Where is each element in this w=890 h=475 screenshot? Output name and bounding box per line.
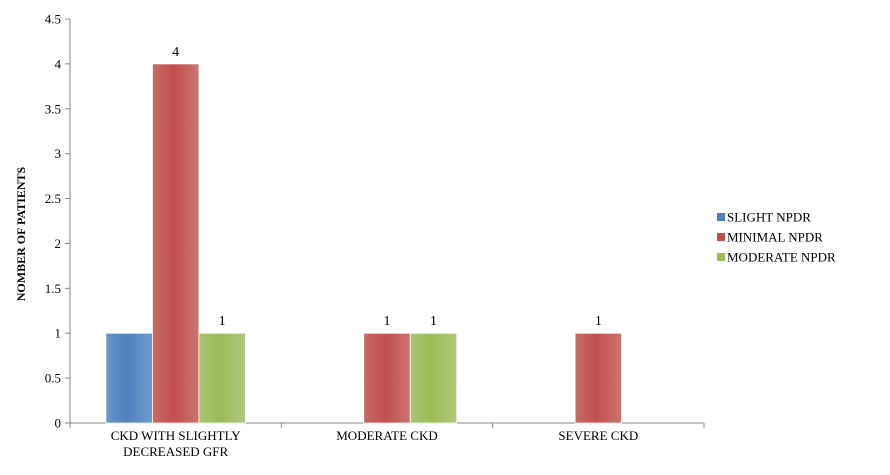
x-category-label: MODERATE CKD: [336, 428, 437, 443]
legend-swatch: [717, 253, 725, 261]
chart-legend: SLIGHT NPDR MINIMAL NPDR MODERATE NPDR: [717, 210, 836, 265]
chart-axes: 0 0.5 1 1.5 2 2.5 3 3.5 4 4.5 CKD WITH SLIGHTLY DEC…: [45, 12, 705, 459]
legend-swatch: [717, 233, 725, 241]
bar-data-label: 1: [595, 314, 602, 329]
legend-label: SLIGHT NPDR: [727, 210, 811, 225]
legend-label: MINIMAL NPDR: [727, 230, 823, 245]
y-tick-label: 1.5: [45, 281, 61, 296]
bar-data-label: 1: [219, 314, 226, 329]
bar-data-label: 4: [172, 45, 179, 60]
chart-bars: [105, 63, 622, 424]
bar-moderate-npdr: [409, 332, 458, 424]
chart-data-labels: 4 1 1 1 1: [172, 45, 602, 329]
y-tick-label: 3: [55, 146, 62, 161]
x-category-label: CKD WITH SLIGHTLY DECREASED GFR: [111, 428, 241, 459]
y-tick-label: 2: [55, 236, 62, 251]
bar-minimal-npdr: [363, 332, 411, 424]
bar-data-label: 1: [430, 314, 437, 329]
bar-moderate-npdr: [198, 332, 246, 424]
legend-label: MODERATE NPDR: [727, 250, 836, 265]
bar-data-label: 1: [384, 314, 391, 329]
bar-minimal-npdr: [574, 332, 622, 424]
y-tick-label: 0: [55, 416, 62, 431]
y-tick-label: 3.5: [45, 101, 61, 116]
x-category-label: SEVERE CKD: [558, 428, 638, 443]
legend-swatch: [717, 213, 725, 221]
y-tick-label: 4: [55, 56, 62, 71]
bar-slight-npdr: [105, 332, 153, 424]
y-axis-title: NOMBER OF PATIENTS: [14, 166, 28, 301]
y-tick-label: 1: [55, 326, 62, 341]
bar-minimal-npdr: [152, 63, 200, 424]
y-tick-label: 4.5: [45, 12, 61, 27]
y-tick-label: 2.5: [45, 191, 61, 206]
y-tick-label: 0.5: [45, 371, 61, 386]
